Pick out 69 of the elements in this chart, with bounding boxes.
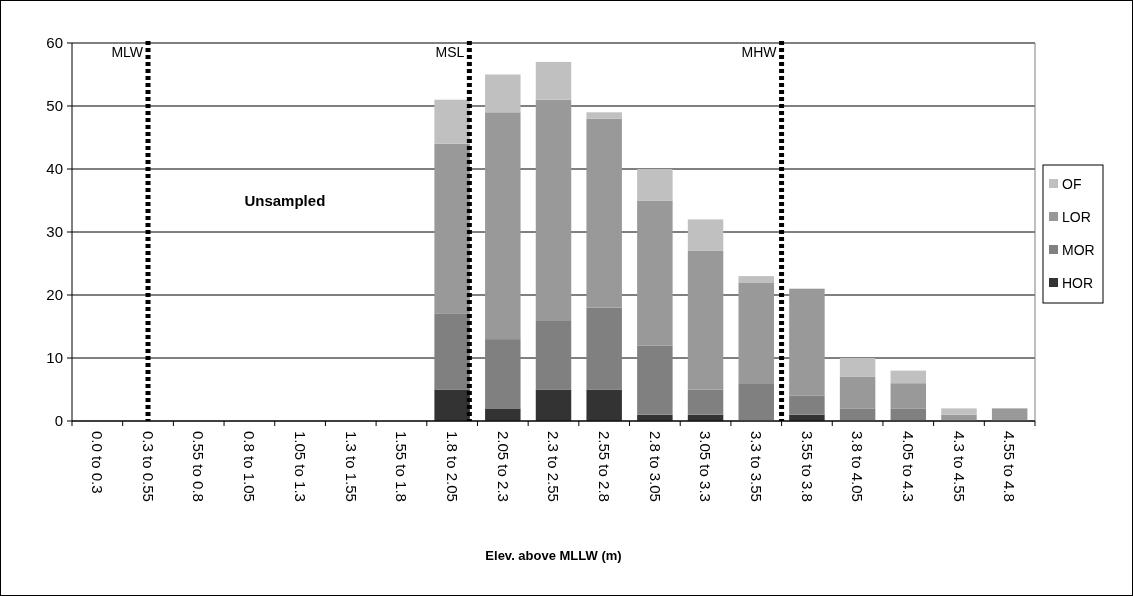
bar bbox=[839, 358, 876, 377]
x-tick-label: 4.05 to 4.3 bbox=[900, 431, 918, 502]
bar bbox=[890, 383, 927, 409]
legend-label: HOR bbox=[1062, 274, 1094, 291]
x-tick-label: 3.3 to 3.55 bbox=[747, 431, 765, 502]
bar bbox=[687, 389, 724, 415]
x-tick-label: 3.8 to 4.05 bbox=[849, 431, 867, 502]
bar bbox=[485, 112, 521, 340]
bar bbox=[434, 389, 470, 421]
x-axis-title: Elev. above MLLW (m) bbox=[485, 548, 622, 563]
y-tick-label: 10 bbox=[46, 349, 63, 367]
x-tick-label: 1.8 to 2.05 bbox=[443, 431, 461, 502]
legend-label: OF bbox=[1062, 175, 1082, 192]
bar bbox=[890, 370, 927, 384]
x-tick-label: 2.8 to 3.05 bbox=[646, 431, 664, 502]
bar bbox=[789, 395, 825, 415]
x-tick-label: 4.3 to 4.55 bbox=[950, 431, 968, 502]
x-tick-label: 4.55 to 4.8 bbox=[1001, 431, 1019, 502]
x-tick-label: 0.8 to 1.05 bbox=[241, 431, 259, 502]
annotation: Unsampled bbox=[244, 191, 326, 209]
bar bbox=[535, 61, 572, 100]
x-tick-label: 0.55 to 0.8 bbox=[190, 431, 208, 502]
y-tick-label: 50 bbox=[46, 97, 63, 115]
bar bbox=[890, 408, 927, 421]
x-tick-label: 2.05 to 2.3 bbox=[494, 431, 512, 502]
x-tick-label: 0.3 to 0.55 bbox=[139, 431, 157, 502]
bar bbox=[485, 74, 521, 113]
bar bbox=[637, 169, 673, 201]
x-tick-label: 0.0 to 0.3 bbox=[89, 431, 107, 494]
ref-line-label: MLW bbox=[111, 44, 144, 60]
bar bbox=[637, 345, 673, 415]
y-tick-label: 20 bbox=[46, 286, 63, 304]
bar bbox=[789, 288, 825, 396]
legend-label: MOR bbox=[1062, 241, 1095, 258]
x-tick-label: 2.3 to 2.55 bbox=[545, 431, 563, 502]
bar bbox=[586, 118, 622, 308]
annotation: MSL bbox=[435, 44, 465, 60]
bar bbox=[687, 219, 724, 251]
bar bbox=[485, 339, 521, 409]
x-tick-label: 3.05 to 3.3 bbox=[697, 431, 715, 502]
bar bbox=[535, 99, 572, 321]
bar bbox=[738, 282, 774, 384]
bar bbox=[839, 408, 876, 421]
bar bbox=[738, 276, 774, 283]
x-tick-label: 1.05 to 1.3 bbox=[291, 431, 309, 502]
y-tick-label: 30 bbox=[46, 223, 63, 241]
x-tick-label: 3.55 to 3.8 bbox=[798, 431, 816, 502]
bar bbox=[687, 250, 724, 390]
bar bbox=[535, 389, 572, 421]
bar bbox=[991, 408, 1028, 421]
x-tick-label: 1.3 to 1.55 bbox=[342, 431, 360, 502]
annotation: MHW bbox=[741, 44, 778, 60]
bar bbox=[586, 307, 622, 390]
bar bbox=[434, 313, 470, 390]
x-tick-label: 2.55 to 2.8 bbox=[595, 431, 613, 502]
y-tick-label: 60 bbox=[46, 34, 63, 52]
bar bbox=[738, 383, 774, 421]
bar bbox=[485, 408, 521, 421]
x-tick-label: 1.55 to 1.8 bbox=[393, 431, 411, 502]
bar bbox=[535, 320, 572, 390]
bar bbox=[839, 376, 876, 409]
bar bbox=[586, 112, 622, 119]
y-tick-label: 0 bbox=[54, 412, 63, 430]
bar bbox=[586, 389, 622, 421]
bar bbox=[637, 200, 673, 346]
y-tick-label: 40 bbox=[46, 160, 63, 178]
bar bbox=[434, 99, 470, 144]
bar bbox=[941, 408, 977, 415]
legend-label: LOR bbox=[1062, 208, 1091, 225]
